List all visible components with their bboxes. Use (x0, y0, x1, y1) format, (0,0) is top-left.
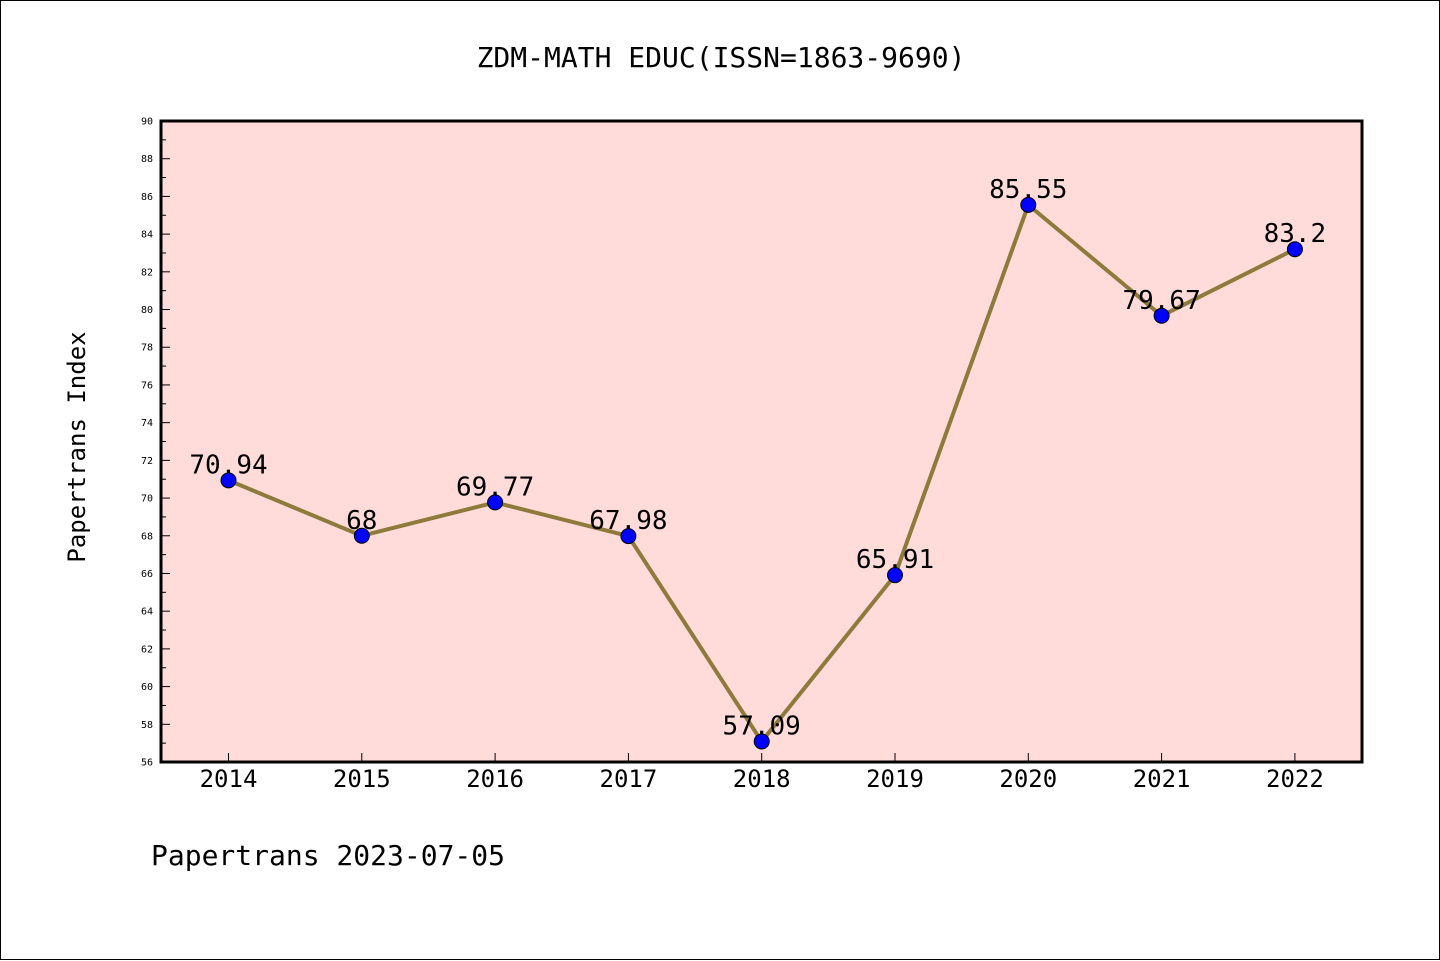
y-tick-label: 90 (141, 117, 153, 128)
series-layer: 70.94 68 69.77 67.98 57.09 65.91 85.55 79.67 83.… (189, 175, 1327, 750)
data-label: 57.09 (723, 711, 801, 741)
y-tick-label: 68 (141, 531, 153, 542)
data-label: 85.55 (989, 175, 1067, 205)
data-label: 70.94 (189, 450, 267, 480)
x-axis: 2014 2015 2016 2017 2018 2019 2020 2021 2022 (200, 753, 1324, 793)
y-tick-label: 74 (141, 418, 153, 429)
x-tick-label: 2015 (333, 765, 391, 793)
data-point (353, 527, 370, 544)
y-axis-label: Papertrans Index (63, 331, 91, 562)
data-label: 69.77 (456, 472, 534, 502)
data-point (1153, 307, 1170, 324)
y-tick-label: 60 (141, 682, 153, 693)
y-tick-label: 76 (141, 380, 153, 391)
y-tick-label: 88 (141, 154, 153, 165)
x-tick-label: 2018 (733, 765, 791, 793)
x-tick-label: 2016 (466, 765, 524, 793)
y-tick-label: 64 (141, 607, 153, 618)
data-point (220, 472, 237, 489)
chart-title: ZDM-MATH EDUC(ISSN=1863-9690) (477, 41, 966, 74)
y-axis: 56 58 60 62 64 66 68 70 72 74 76 78 80 82 84 86 88 90 (141, 117, 170, 769)
footer-text: Papertrans 2023-07-05 (151, 839, 505, 872)
y-tick-label: 72 (141, 456, 153, 467)
x-tick-label: 2014 (200, 765, 258, 793)
x-tick-label: 2017 (600, 765, 658, 793)
data-label: 65.91 (856, 545, 934, 575)
y-tick-label: 82 (141, 267, 153, 278)
y-tick-label: 62 (141, 644, 153, 655)
y-tick-label: 84 (141, 230, 153, 241)
data-label: 68 (346, 506, 377, 536)
y-tick-label: 80 (141, 305, 153, 316)
y-tick-label: 78 (141, 343, 153, 354)
x-tick-label: 2020 (999, 765, 1057, 793)
data-point (887, 567, 903, 584)
x-tick-label: 2021 (1133, 765, 1191, 793)
y-tick-label: 58 (141, 720, 153, 731)
x-tick-label: 2022 (1266, 765, 1324, 793)
data-label: 67.98 (589, 506, 667, 536)
x-tick-label: 2019 (866, 765, 924, 793)
data-point (487, 494, 504, 511)
y-tick-label: 66 (141, 569, 153, 580)
data-label: 79.67 (1122, 286, 1200, 316)
plot-border (159, 119, 1364, 764)
y-tick-label: 56 (141, 758, 153, 769)
y-tick-label: 86 (141, 192, 153, 203)
plot-area (161, 121, 1362, 762)
data-point (620, 528, 637, 545)
data-point (1286, 241, 1303, 258)
y-tick-label: 70 (141, 494, 153, 505)
data-point (753, 733, 770, 750)
data-label: 83.2 (1264, 219, 1327, 249)
data-point (1020, 196, 1037, 213)
